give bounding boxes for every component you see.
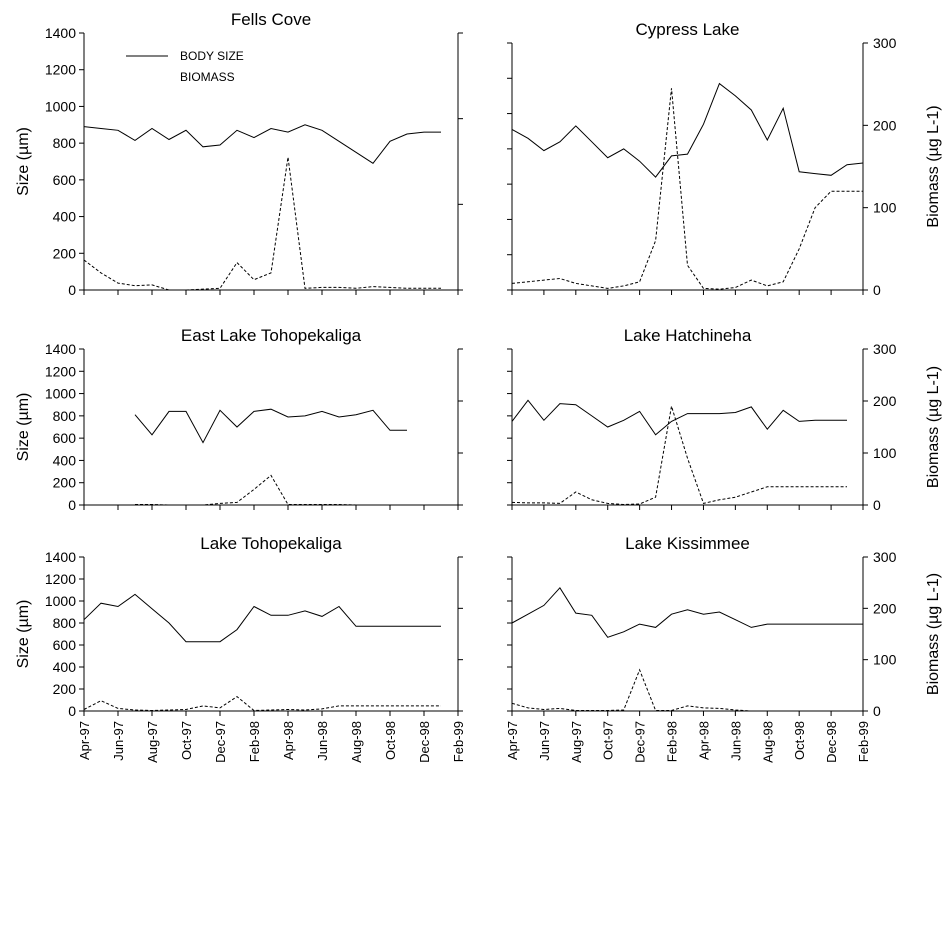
left-tick-label: 400 [53, 452, 77, 468]
right-tick-label: 300 [873, 549, 897, 565]
left-tick-label: 800 [53, 135, 77, 151]
left-tick-label: 1200 [45, 571, 76, 587]
panel-title: Lake Kissimmee [625, 534, 750, 553]
left-tick-label: 1000 [45, 98, 76, 114]
left-tick-label: 800 [53, 615, 77, 631]
chart-panel-1: Fells Cove 0 200 400 600 800 1000 1200 1400 Size … [15, 10, 463, 298]
biomass-line [83, 695, 441, 712]
right-tick-label: 300 [873, 341, 897, 357]
chart-panel-4: Lake Hatchineha 0 100 200 300 Biomass (µg L-1… [507, 326, 942, 513]
panel-title: Fells Cove [231, 10, 311, 29]
right-tick-label: 100 [873, 652, 897, 668]
panel-title: Lake Tohopekaliga [200, 534, 342, 553]
x-tick-label: Dec-97 [213, 721, 228, 763]
right-tick-label: 100 [873, 200, 897, 216]
chart-panel-6: Lake Kissimmee 0 100 200 300 Apr-97 Jun-97 Aug-… [505, 534, 942, 763]
left-tick-label: 1400 [45, 549, 76, 565]
left-tick-label: 1400 [45, 25, 76, 41]
left-tick-label: 0 [68, 497, 76, 513]
biomass-line [511, 668, 863, 712]
y-axis-title-right: Biomass (µg L-1) [925, 573, 942, 695]
x-tick-label: Jun-97 [537, 721, 552, 761]
y-axis-title-right: Biomass (µg L-1) [925, 366, 942, 488]
body-size-line [83, 124, 441, 164]
right-tick-label: 0 [873, 703, 881, 719]
chart-panel-3: East Lake Tohopekaliga 0 200 400 600 800 1000 1… [15, 326, 463, 513]
left-tick-label: 1000 [45, 386, 76, 402]
left-tick-label: 800 [53, 408, 77, 424]
x-tick-label: Dec-98 [417, 721, 432, 763]
right-tick-label: 200 [873, 393, 897, 409]
x-tick-label: Feb-99 [856, 721, 871, 762]
x-tick-label: Feb-98 [665, 721, 680, 762]
x-tick-label: Jun-98 [315, 721, 330, 761]
right-tick-label: 300 [873, 35, 897, 51]
right-tick-label: 100 [873, 445, 897, 461]
left-tick-label: 1200 [45, 363, 76, 379]
y-axis-title: Size (µm) [15, 393, 32, 462]
chart-panel-2: Cypress Lake 0 100 200 300 Biomass (µg L-1) [507, 20, 942, 298]
right-tick-label: 200 [873, 600, 897, 616]
left-tick-label: 1200 [45, 62, 76, 78]
biomass-line [511, 406, 847, 506]
y-axis-title: Size (µm) [15, 600, 32, 669]
x-tick-label: Aug-98 [349, 721, 364, 763]
biomass-line [83, 157, 441, 291]
legend-label: BIOMASS [180, 70, 235, 84]
panel-title: Cypress Lake [636, 20, 740, 39]
left-tick-label: 1000 [45, 593, 76, 609]
left-tick-label: 1400 [45, 341, 76, 357]
left-tick-label: 200 [53, 475, 77, 491]
body-size-line [511, 82, 864, 178]
left-tick-label: 400 [53, 209, 77, 225]
left-tick-label: 600 [53, 430, 77, 446]
x-tick-label: Jun-98 [728, 721, 743, 761]
y-axis-title-right: Biomass (µg L-1) [925, 105, 942, 227]
x-tick-label: Aug-97 [145, 721, 160, 763]
right-tick-label: 200 [873, 117, 897, 133]
x-tick-label: Apr-97 [77, 721, 92, 760]
right-tick-label: 0 [873, 497, 881, 513]
left-tick-label: 200 [53, 245, 77, 261]
body-size-line [83, 593, 441, 643]
x-tick-label: Feb-99 [451, 721, 466, 762]
x-tick-label: Oct-98 [792, 721, 807, 760]
right-tick-label: 0 [873, 282, 881, 298]
left-tick-label: 0 [68, 282, 76, 298]
left-tick-label: 200 [53, 681, 77, 697]
x-tick-label: Oct-98 [383, 721, 398, 760]
body-size-line [511, 399, 847, 436]
x-tick-label: Jun-97 [111, 721, 126, 761]
x-tick-label: Dec-98 [824, 721, 839, 763]
panel-title: Lake Hatchineha [624, 326, 752, 345]
chart-panel-5: Lake Tohopekaliga 0 200 400 600 800 1000 1200 14… [15, 534, 466, 763]
left-tick-label: 600 [53, 637, 77, 653]
x-tick-label: Oct-97 [601, 721, 616, 760]
biomass-line [511, 88, 863, 290]
x-tick-label: Apr-97 [505, 721, 520, 760]
left-tick-label: 400 [53, 659, 77, 675]
left-tick-label: 0 [68, 703, 76, 719]
body-size-line [134, 408, 407, 444]
x-tick-label: Dec-97 [633, 721, 648, 763]
panel-title: East Lake Tohopekaliga [181, 326, 362, 345]
x-tick-label: Aug-97 [569, 721, 584, 763]
x-tick-label: Feb-98 [247, 721, 262, 762]
x-tick-label: Apr-98 [696, 721, 711, 760]
left-tick-label: 600 [53, 172, 77, 188]
y-axis-title: Size (µm) [15, 127, 32, 196]
biomass-line [135, 474, 407, 506]
x-tick-label: Oct-97 [179, 721, 194, 760]
x-tick-label: Aug-98 [760, 721, 775, 763]
legend-label: BODY SIZE [180, 49, 244, 63]
body-size-line [511, 586, 863, 638]
x-tick-label: Apr-98 [281, 721, 296, 760]
